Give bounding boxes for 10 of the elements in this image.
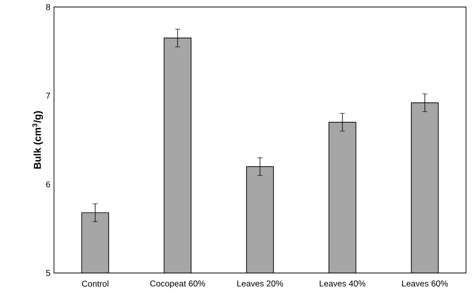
y-tick-label: 8 xyxy=(46,4,50,10)
x-tick-label: Leaves 40% xyxy=(320,280,366,287)
y-axis-title: Bulk (cm$^{3}$/g) xyxy=(32,111,43,169)
y-tick-label: 7 xyxy=(46,92,50,99)
x-tick-label: Leaves 60% xyxy=(402,280,448,287)
x-tick-label: Cocopeat 60% xyxy=(150,280,206,288)
x-tick-label: Control xyxy=(82,280,108,287)
x-tick-label: Leaves 20% xyxy=(237,280,283,287)
y-tick-label: 6 xyxy=(46,181,50,188)
y-tick-label: 5 xyxy=(46,270,50,276)
